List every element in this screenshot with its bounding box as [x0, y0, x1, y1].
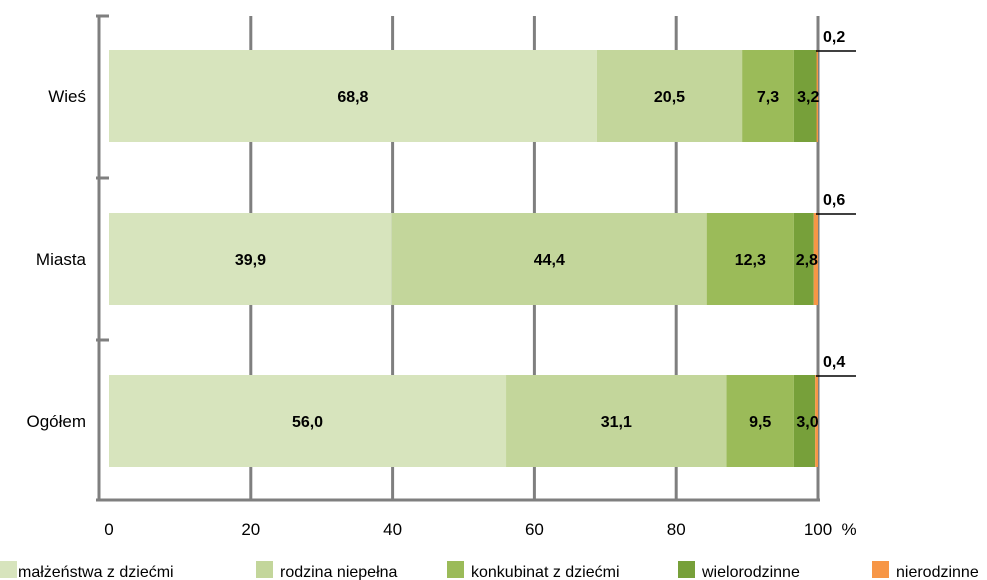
legend-swatch [256, 561, 273, 578]
data-label: 2,8 [796, 252, 818, 269]
category-labels: Wieś Miasta Ogółem [26, 87, 86, 431]
legend-swatch [0, 561, 17, 578]
x-tick-label: 80 [667, 520, 686, 539]
bar-segment [815, 375, 818, 467]
bar-segment [816, 50, 818, 142]
bar-segment [793, 50, 817, 142]
bar-segment [742, 50, 794, 142]
bar-segment [596, 50, 743, 142]
data-label: 44,4 [534, 252, 565, 269]
bars [109, 50, 818, 467]
legend-label: wielorodzinne [701, 564, 800, 580]
data-label: 3,2 [797, 89, 819, 106]
x-tick-label: 0 [104, 520, 113, 539]
legend-label: konkubinat z dziećmi [471, 564, 620, 580]
bar-segment [109, 50, 597, 142]
data-label: 68,8 [337, 89, 368, 106]
bar-segment [706, 213, 794, 305]
legend-label: małżeństwa z dziećmi [18, 564, 174, 580]
x-tick-labels: 0 20 40 60 80 100 [104, 520, 832, 539]
legend-swatch [678, 561, 695, 578]
bar-segment [813, 213, 818, 305]
x-tick-label: 60 [525, 520, 544, 539]
x-tick-label: 100 [804, 520, 832, 539]
data-label: 31,1 [601, 414, 632, 431]
data-label: 7,3 [757, 89, 779, 106]
data-label: 0,4 [823, 354, 845, 371]
legend-swatch [447, 561, 464, 578]
x-unit-label: % [841, 520, 856, 539]
data-label: 9,5 [749, 414, 771, 431]
x-tick-label: 20 [241, 520, 260, 539]
legend: małżeństwa z dziećmi rodzina niepełna konk… [0, 561, 979, 580]
legend-label: rodzina niepełna [280, 564, 398, 580]
data-label: 12,3 [735, 252, 766, 269]
data-label: 56,0 [292, 414, 323, 431]
data-labels: 68,8 20,5 7,3 3,2 0,2 39,9 44,4 12,3 2,8 0,6 56,0 3… [235, 29, 856, 431]
category-label: Ogółem [26, 412, 86, 431]
data-label: 3,0 [796, 414, 818, 431]
data-label: 20,5 [654, 89, 685, 106]
data-label: 0,2 [823, 29, 845, 46]
bar-segment [793, 375, 816, 467]
x-tick-label: 40 [383, 520, 402, 539]
category-label: Wieś [48, 87, 86, 106]
category-label: Miasta [36, 250, 87, 269]
bar-segment [793, 213, 814, 305]
legend-swatch [872, 561, 889, 578]
legend-label: nierodzinne [896, 564, 979, 580]
data-label: 0,6 [823, 192, 845, 209]
data-label: 39,9 [235, 252, 266, 269]
axes [96, 14, 820, 502]
bar-segment [391, 213, 707, 305]
bar-segment [726, 375, 794, 467]
bar-segment [109, 375, 507, 467]
bar-segment [109, 213, 392, 305]
bar-segment [506, 375, 727, 467]
